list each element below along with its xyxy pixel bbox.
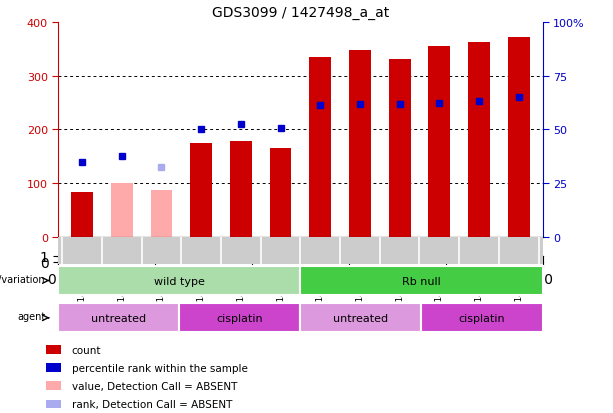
Bar (151, 190, 172, 237)
Text: cisplatin: cisplatin (459, 313, 505, 323)
Bar (190, 144, 212, 237)
Text: cisplatin: cisplatin (216, 313, 263, 323)
Bar (111, 184, 132, 237)
Bar (46, 345, 61, 354)
Text: agent: agent (17, 311, 45, 322)
Bar (428, 47, 450, 237)
Text: wild type: wild type (154, 276, 205, 286)
Text: rank, Detection Call = ABSENT: rank, Detection Call = ABSENT (72, 399, 232, 409)
Bar (310, 57, 331, 237)
Bar (508, 38, 530, 237)
Text: Rb null: Rb null (402, 276, 441, 286)
Text: count: count (72, 345, 101, 355)
Text: untreated: untreated (91, 313, 147, 323)
Bar (71, 193, 93, 237)
Bar (468, 43, 490, 237)
Text: genotype/variation: genotype/variation (0, 274, 45, 285)
Title: GDS3099 / 1427498_a_at: GDS3099 / 1427498_a_at (211, 6, 389, 20)
Bar (46, 363, 61, 372)
Text: untreated: untreated (333, 313, 389, 323)
Bar (349, 51, 371, 237)
Bar (389, 60, 411, 237)
Bar (230, 142, 252, 237)
Text: value, Detection Call = ABSENT: value, Detection Call = ABSENT (72, 381, 237, 391)
Bar (270, 149, 291, 237)
Text: percentile rank within the sample: percentile rank within the sample (72, 363, 248, 373)
Bar (46, 382, 61, 390)
Bar (46, 400, 61, 408)
